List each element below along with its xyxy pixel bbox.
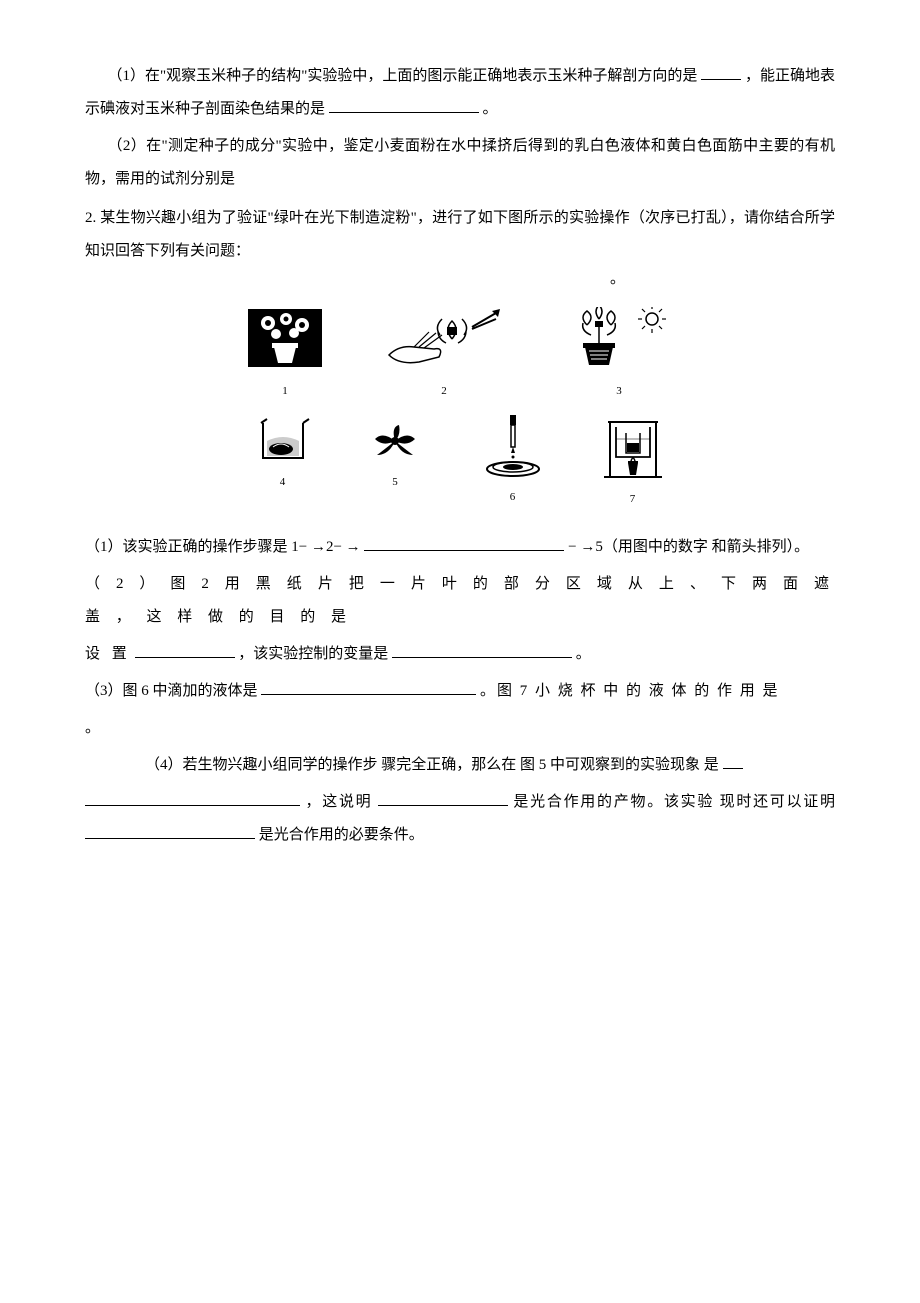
blank bbox=[378, 790, 508, 806]
blank bbox=[135, 642, 235, 658]
q2-item3-b: 。图 7 小 烧 杯 中 的 液 体 的 作 用 是 bbox=[480, 683, 780, 699]
q2-item4-d: 是光合作用的必要条件。 bbox=[259, 827, 424, 843]
q2-item1: （1）该实验正确的操作步骤是 1− →2− → − →5（用图中的数字 和箭头排… bbox=[85, 531, 835, 564]
q2-item3: （3）图 6 中滴加的液体是 。图 7 小 烧 杯 中 的 液 体 的 作 用 … bbox=[85, 675, 835, 708]
q2-item3-a: （3）图 6 中滴加的液体是 bbox=[85, 683, 258, 699]
q2-item1-b: − →5（用图中的数字 和箭头排列）。 bbox=[568, 539, 809, 555]
q2-item2-b: ，该实验控制的变量是 bbox=[238, 646, 388, 662]
q1-item1-c: 。 bbox=[483, 101, 498, 117]
figures-row-1: 1 2 bbox=[85, 307, 835, 403]
q2-item2-line2: 设 置 ，该实验控制的变量是 。 bbox=[85, 638, 835, 671]
fig-3: 3 bbox=[564, 307, 674, 403]
fig-label-3: 3 bbox=[616, 379, 622, 403]
blank bbox=[85, 823, 255, 839]
fig-label-5: 5 bbox=[392, 470, 398, 494]
fig-6: 6 bbox=[478, 413, 548, 511]
fig-1: 1 bbox=[246, 307, 324, 403]
q1-item2-a: （2）在"测定种子的成分"实验中，鉴定小麦面粉在水中揉挤后得到的乳白色液体和黄白… bbox=[85, 138, 835, 187]
q2-item4-line1: （4）若生物兴趣小组同学的操作步 骤完全正确，那么在 图 5 中可观察到的实验现… bbox=[85, 749, 835, 782]
q2-intro-text: 2. 某生物兴趣小组为了验证"绿叶在光下制造淀粉"，进行了如下图所示的实验操作（… bbox=[85, 210, 835, 259]
figures-row-2: 4 5 6 bbox=[85, 413, 835, 511]
q2-intro: 2. 某生物兴趣小组为了验证"绿叶在光下制造淀粉"，进行了如下图所示的实验操作（… bbox=[85, 202, 835, 268]
blank bbox=[723, 753, 743, 769]
fig-2: 2 bbox=[384, 307, 504, 403]
fig-label-6: 6 bbox=[510, 485, 516, 509]
fig-label-7: 7 bbox=[630, 487, 636, 511]
q2-item2-c: 。 bbox=[576, 646, 591, 662]
q2-item4-c: 是光合作用的产物。该实验 现时还可以证明 bbox=[513, 794, 835, 810]
fig-7: 7 bbox=[598, 413, 668, 511]
q2-item4-line2: ，这说明 是光合作用的产物。该实验 现时还可以证明 是光合作用的必要条件。 bbox=[85, 786, 835, 852]
q2-item4-a: （4）若生物兴趣小组同学的操作步 骤完全正确，那么在 图 5 中可观察到的实验现… bbox=[145, 757, 719, 773]
q2-item2-line1: （ 2 ） 图 2 用 黑 纸 片 把 一 片 叶 的 部 分 区 域 从 上 … bbox=[85, 568, 835, 634]
fig-5: 5 bbox=[363, 413, 428, 511]
q2-item2-a: 设 置 bbox=[85, 646, 131, 662]
q2-item2-line1-text: （ 2 ） 图 2 用 黑 纸 片 把 一 片 叶 的 部 分 区 域 从 上 … bbox=[85, 576, 835, 625]
q1-item1: （1）在"观察玉米种子的结构"实验验中，上面的图示能正确地表示玉米种子解剖方向的… bbox=[85, 60, 835, 126]
q2-item1-a: （1）该实验正确的操作步骤是 1− →2− → bbox=[85, 539, 361, 555]
q2-item3-end: 。 bbox=[85, 712, 835, 745]
fig-label-1: 1 bbox=[282, 379, 288, 403]
q1-item2: （2）在"测定种子的成分"实验中，鉴定小麦面粉在水中揉挤后得到的乳白色液体和黄白… bbox=[85, 130, 835, 196]
blank bbox=[364, 535, 564, 551]
stray-dot: 。 bbox=[85, 272, 835, 287]
blank bbox=[701, 64, 741, 80]
blank bbox=[261, 679, 476, 695]
q2-item4-b: ，这说明 bbox=[305, 794, 372, 810]
fig-label-2: 2 bbox=[441, 379, 447, 403]
fig-label-4: 4 bbox=[280, 470, 286, 494]
q1-item1-a: （1）在"观察玉米种子的结构"实验验中，上面的图示能正确地表示玉米种子解剖方向的… bbox=[108, 68, 698, 84]
blank bbox=[329, 97, 479, 113]
blank bbox=[392, 642, 572, 658]
q2-item3-c: 。 bbox=[85, 720, 100, 736]
blank bbox=[85, 790, 300, 806]
fig-4: 4 bbox=[253, 413, 313, 511]
